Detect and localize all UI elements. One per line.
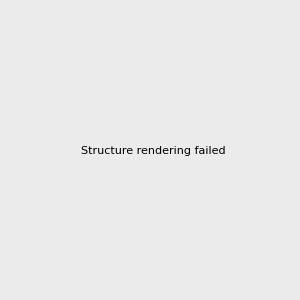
Text: Structure rendering failed: Structure rendering failed xyxy=(81,146,226,157)
